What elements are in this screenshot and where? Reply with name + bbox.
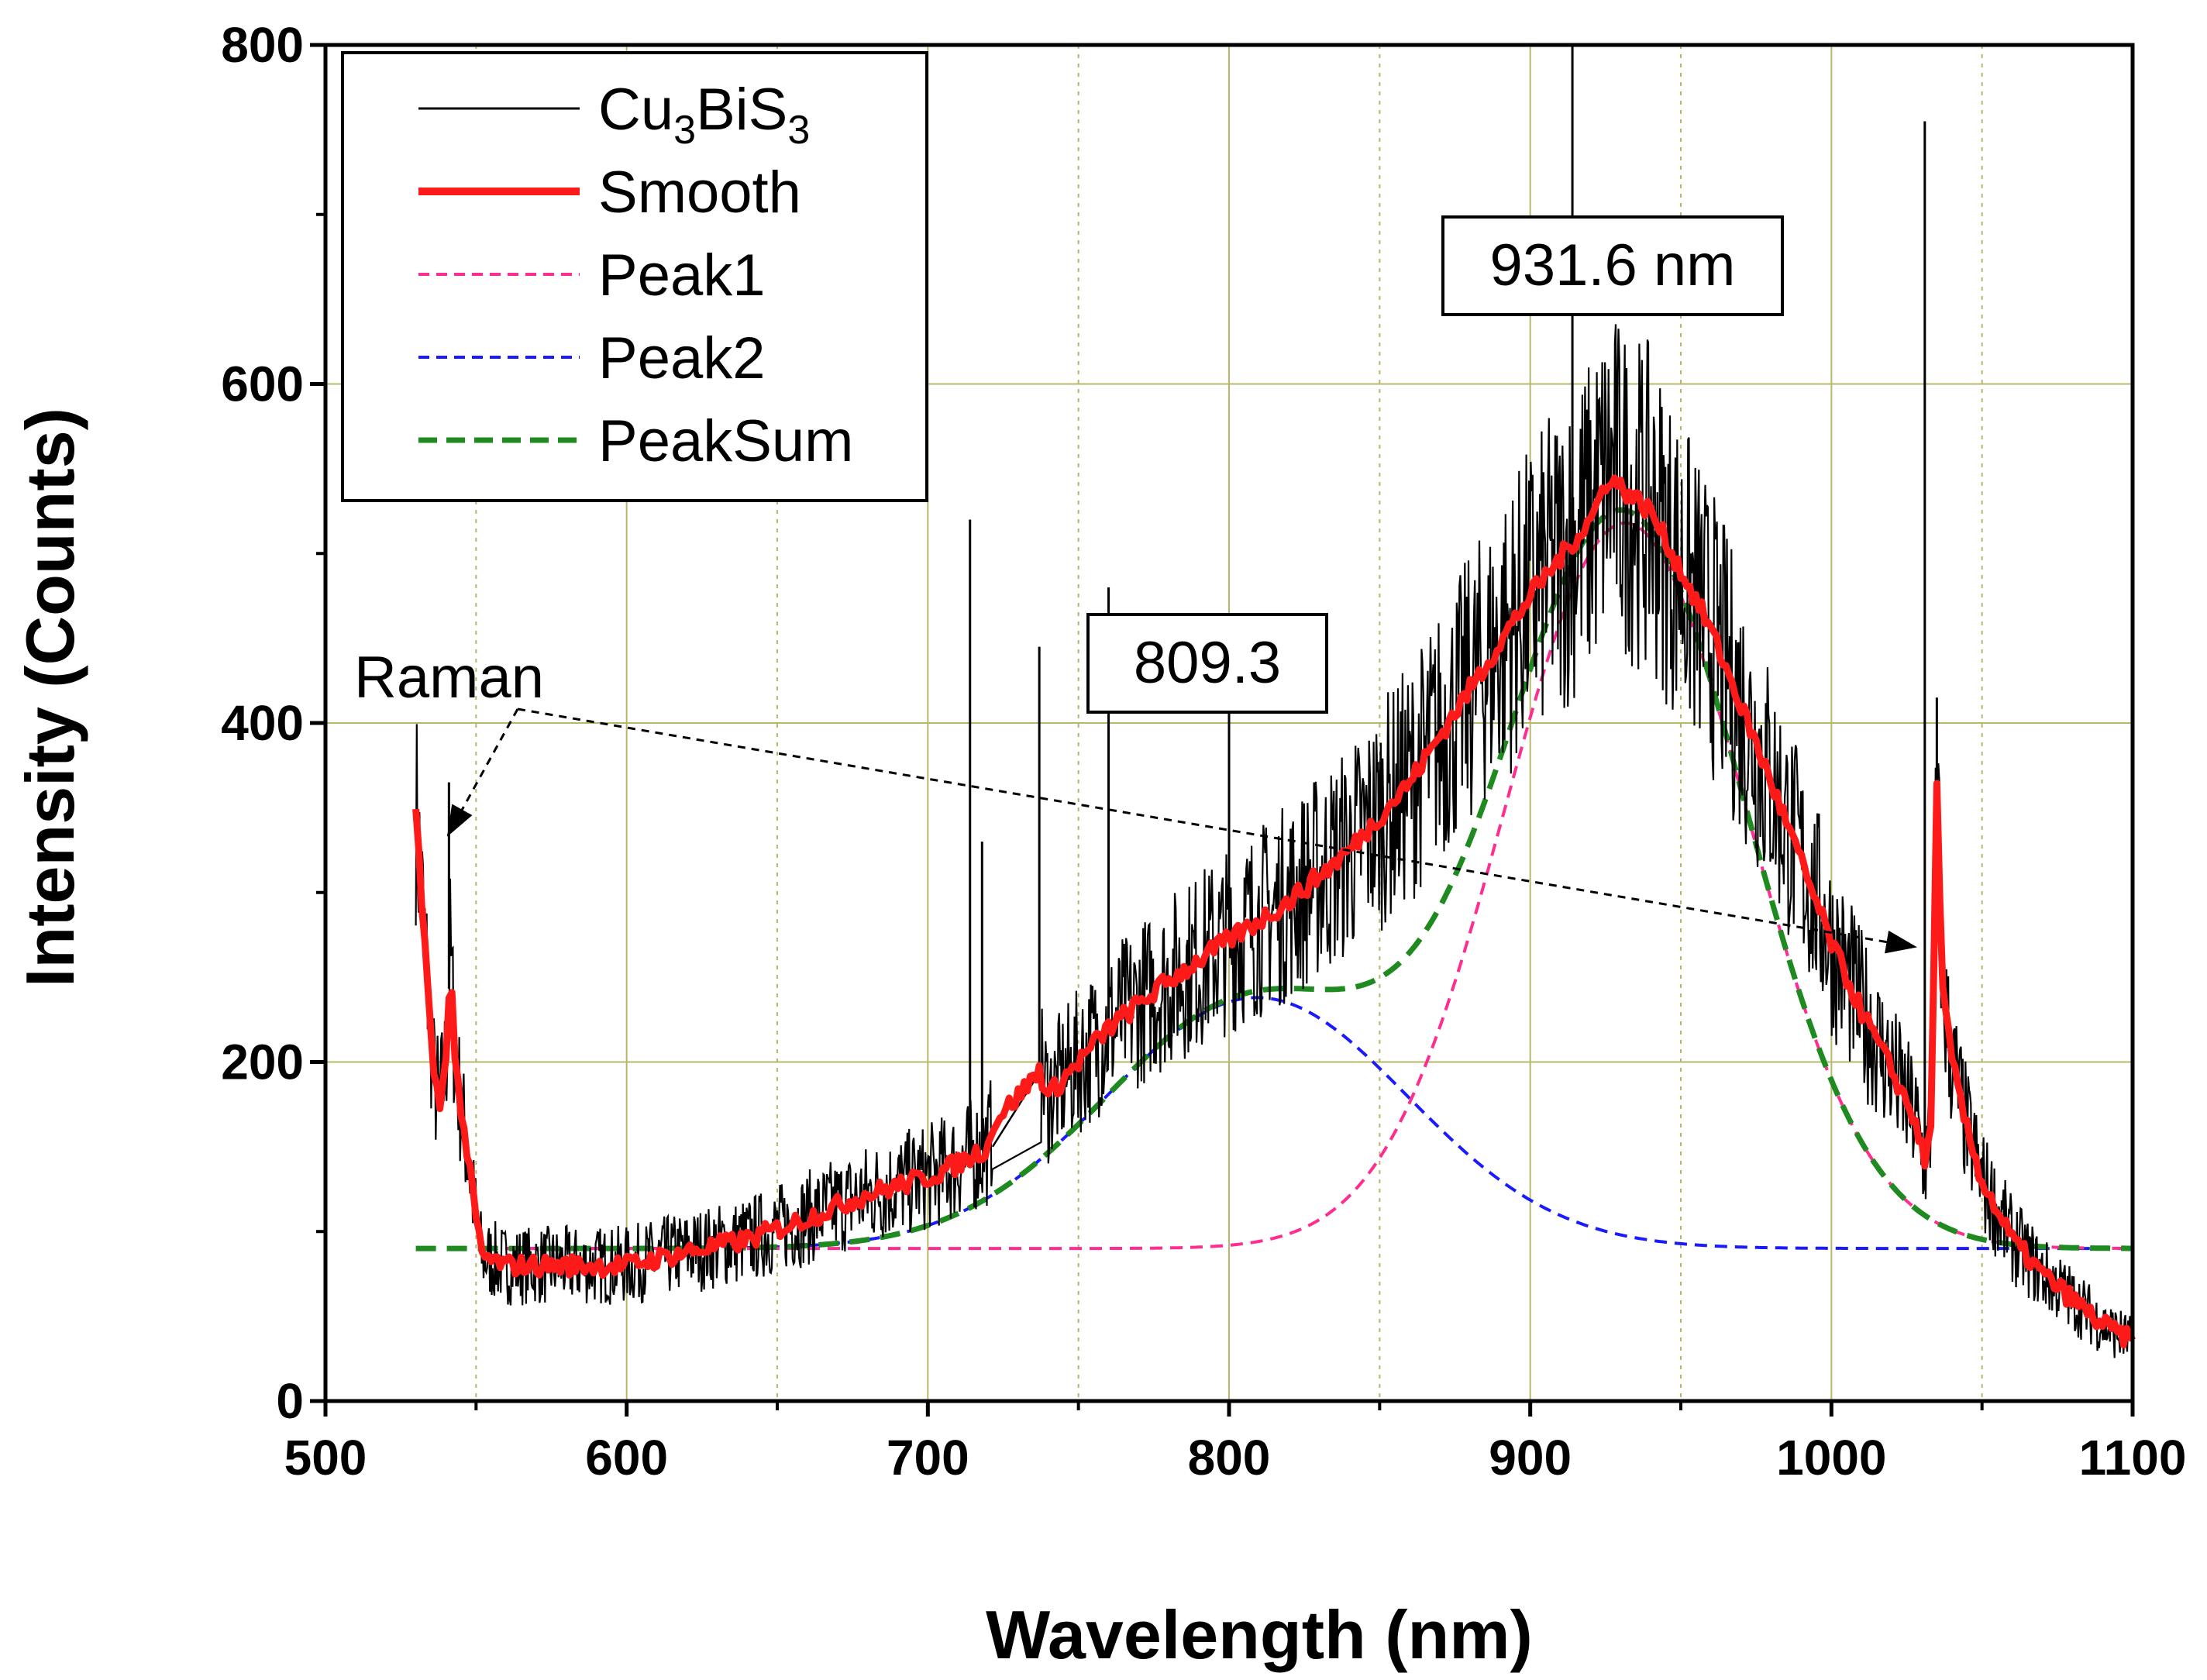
y-tick-label: 600 [221,356,304,412]
legend-label-raw: Cu3BiS3 [598,77,810,153]
legend: Cu3BiS3 Smooth Peak1 Peak2 PeakSum [341,51,928,502]
x-tick-label: 500 [284,1430,367,1485]
annotation-secondary-peak: 809.3 [1134,630,1281,696]
annotations: 931.6 nm 809.3 Raman [354,215,1917,954]
legend-label-smooth: Smooth [598,160,801,225]
x-tick-label: 900 [1489,1430,1572,1485]
peaksum-curve [415,507,2133,1251]
legend-label-peaksum: PeakSum [598,408,854,474]
y-tick-label: 200 [221,1035,304,1090]
y-tick-label: 0 [276,1373,304,1429]
x-axis-title: Wavelength (nm) [986,1596,1533,1673]
annotation-main-peak: 931.6 nm [1490,232,1736,298]
x-tick-label: 600 [585,1430,668,1485]
raw-spectrum-line [415,324,2134,1358]
y-tick-label: 400 [221,695,304,751]
smooth-spectrum [412,474,2136,1348]
annotation-box-secondary [1086,613,1328,714]
axis-ticks: 500 600 700 800 900 1000 1100 0 200 400 600 800 [221,17,2186,1485]
legend-label-peak1: Peak1 [598,243,766,308]
fit-curves [415,507,2133,1251]
y-tick-label: 800 [221,17,304,73]
x-tick-label: 1100 [2079,1430,2187,1485]
annotation-box-main [1441,215,1784,316]
legend-box [341,51,928,502]
raman-arrow-left [446,708,519,837]
y-axis-title: Intensity (Counts) [12,408,88,987]
x-tick-label: 800 [1188,1430,1271,1485]
smooth-line [412,474,2136,1348]
peak2-curve [485,996,2133,1251]
x-tick-label: 700 [887,1430,969,1485]
legend-label-peak2: Peak2 [598,325,766,391]
annotation-raman: Raman [354,645,544,711]
x-tick-label: 1000 [1776,1430,1886,1485]
